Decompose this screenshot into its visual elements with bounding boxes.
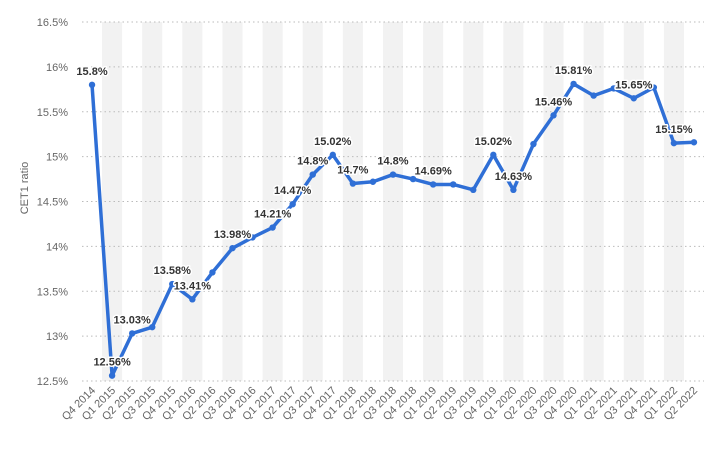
data-label: 13.41% [174, 280, 212, 292]
data-point [610, 85, 617, 92]
data-point [369, 178, 377, 185]
data-point [690, 139, 698, 146]
band [463, 22, 484, 381]
data-label: 14.7% [337, 165, 368, 177]
data-point [389, 171, 397, 178]
data-point [269, 224, 276, 231]
band [583, 22, 604, 381]
y-tick-label: 12.5% [37, 376, 68, 388]
data-point [510, 186, 517, 194]
gridlines [82, 21, 704, 382]
data-point [409, 175, 417, 183]
data-label: 14.63% [495, 171, 533, 183]
data-point [670, 139, 678, 147]
data-label: 14.69% [414, 165, 452, 177]
data-point [289, 200, 296, 208]
data-label: 15.46% [535, 96, 573, 108]
data-point [229, 244, 236, 252]
data-point [329, 151, 337, 159]
data-point [169, 280, 176, 288]
y-axis-label: CET1 ratio [19, 162, 31, 215]
data-point [429, 181, 437, 188]
data-point [249, 234, 256, 241]
data-label: 13.98% [214, 229, 252, 241]
data-label: 14.8% [297, 156, 328, 168]
y-tick-label: 14% [46, 241, 68, 253]
data-point [490, 151, 497, 159]
data-point [449, 181, 457, 188]
y-tick-label: 16.5% [37, 17, 68, 29]
data-label: 14.47% [274, 185, 312, 197]
data-label: 13.03% [114, 314, 152, 326]
band [623, 22, 644, 381]
data-label: 13.58% [154, 265, 192, 277]
data-point [349, 180, 357, 187]
data-label: 14.21% [254, 209, 292, 221]
data-label: 15.81% [555, 65, 593, 77]
data-labels: 15.8% 12.56% 13.03% 13.58% 13.41% 13.98%14.21… [75, 63, 694, 370]
data-point [590, 92, 597, 99]
band [543, 22, 564, 381]
y-tick-label: 16% [46, 62, 68, 74]
band [503, 22, 524, 381]
series-group [88, 80, 698, 379]
y-tick-label: 15% [46, 152, 68, 164]
data-label: 15.8% [76, 66, 107, 78]
data-point [128, 330, 136, 337]
y-tick-label: 15.5% [37, 107, 68, 119]
data-point [630, 95, 637, 102]
data-point [108, 372, 116, 379]
data-point [88, 81, 96, 89]
data-point [309, 171, 316, 178]
band [663, 22, 684, 381]
band [142, 22, 163, 381]
band [262, 22, 283, 381]
data-point [149, 323, 156, 331]
data-point [570, 80, 577, 88]
y-tick-label: 13.5% [37, 286, 68, 298]
data-label: 15.15% [655, 124, 693, 136]
data-point [550, 112, 557, 119]
data-point [209, 269, 216, 276]
y-tick-label: 13% [46, 331, 68, 343]
data-label: 15.65% [615, 79, 653, 91]
data-point [189, 296, 196, 303]
data-label: 15.02% [314, 136, 352, 148]
data-point [470, 186, 477, 194]
y-axis-ticks: 12.5% 13% 13.5% 14% 14.5% 15% 15.5% 16% 16.5% [37, 17, 68, 388]
data-point [650, 84, 658, 91]
data-label: 15.02% [475, 136, 513, 148]
data-point [530, 140, 537, 148]
y-tick-label: 14.5% [37, 197, 68, 209]
data-label: 12.56% [93, 357, 131, 369]
data-label: 14.8% [377, 156, 408, 168]
